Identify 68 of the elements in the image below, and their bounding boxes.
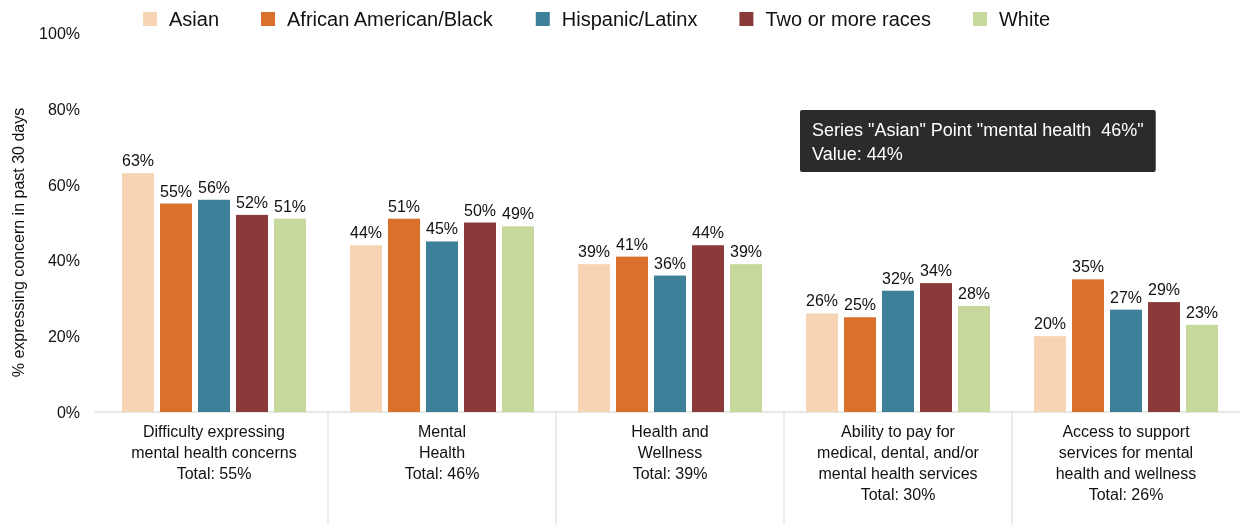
bar — [806, 313, 838, 412]
y-tick-label: 20% — [47, 328, 80, 346]
legend-label: Two or more races — [765, 8, 931, 30]
x-tick-label: Health and Wellness Total: 39% — [631, 423, 709, 482]
data-label: 39% — [729, 243, 763, 261]
data-label: 36% — [653, 254, 687, 272]
data-label: 44% — [349, 224, 383, 242]
x-tick-label: Difficulty expressing mental health concerns Total: 55% — [131, 423, 297, 482]
y-tick-label: 100% — [39, 25, 80, 42]
bar — [920, 283, 952, 412]
data-label: 52% — [235, 193, 269, 211]
y-tick-label: 60% — [47, 176, 80, 194]
x-tick-label: Ability to pay for medical, dental, and/or mental health services Total: 30% — [817, 423, 980, 503]
data-label: 28% — [957, 284, 991, 302]
bar — [882, 290, 914, 412]
bar — [1034, 336, 1066, 412]
data-label: 44% — [691, 224, 725, 242]
data-label: 20% — [1033, 315, 1067, 333]
data-label: 27% — [1109, 288, 1143, 306]
bar — [122, 173, 154, 412]
data-label: 26% — [805, 292, 839, 310]
bar — [1110, 309, 1142, 412]
bar — [692, 245, 724, 412]
y-tick-label: 80% — [47, 100, 80, 118]
data-label: 39% — [577, 243, 611, 261]
bar — [844, 317, 876, 412]
bar — [502, 226, 534, 412]
data-label: 51% — [273, 197, 307, 215]
x-tick-label: Mental Health Total: 46% — [404, 423, 480, 482]
data-label: 51% — [387, 197, 421, 215]
bar — [616, 256, 648, 412]
annotation: Series "Asian" Point "mental health 46%" Value: 44% — [812, 120, 1144, 164]
legend-label: Hispanic/Latinx — [561, 8, 698, 30]
bar — [1186, 324, 1218, 412]
y-tick-label: 0% — [56, 404, 80, 421]
data-label: 56% — [197, 178, 231, 196]
data-label: 49% — [501, 205, 535, 223]
y-tick-label: 40% — [47, 252, 80, 270]
data-label: 23% — [1185, 303, 1219, 321]
data-label: 63% — [121, 152, 155, 170]
bar — [236, 214, 268, 412]
x-tick-label: Access to support services for mental health and wellness Total: 26% — [1055, 423, 1197, 503]
bar — [388, 218, 420, 412]
legend-label: White — [999, 8, 1051, 30]
bar — [1072, 279, 1104, 412]
legend-label: Asian — [169, 8, 220, 30]
data-label: 29% — [1147, 281, 1181, 299]
data-label: 35% — [1071, 258, 1105, 276]
y-axis-title: % expressing concern in past 30 days — [10, 107, 27, 378]
data-label: 55% — [159, 182, 193, 200]
bar — [958, 305, 990, 412]
legend-label: African American/Black — [287, 8, 494, 30]
data-label: 32% — [881, 269, 915, 287]
bar — [274, 218, 306, 412]
data-label: 25% — [843, 296, 877, 314]
bar — [198, 199, 230, 412]
data-label: 50% — [463, 201, 497, 219]
bar — [654, 275, 686, 412]
data-label: 41% — [615, 235, 649, 253]
bar — [730, 264, 762, 412]
bar — [578, 264, 610, 412]
bar — [350, 245, 382, 412]
data-label: 45% — [425, 220, 459, 238]
bar — [426, 241, 458, 412]
bar — [160, 203, 192, 412]
bar — [464, 222, 496, 412]
data-label: 34% — [919, 262, 953, 280]
bar — [1148, 302, 1180, 412]
